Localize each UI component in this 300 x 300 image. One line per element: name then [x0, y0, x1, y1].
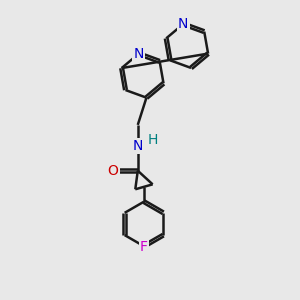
Text: N: N: [134, 47, 144, 61]
Text: F: F: [140, 241, 148, 254]
Text: H: H: [147, 133, 158, 147]
Text: N: N: [133, 139, 143, 153]
Text: O: O: [108, 164, 118, 178]
Text: N: N: [178, 17, 188, 31]
